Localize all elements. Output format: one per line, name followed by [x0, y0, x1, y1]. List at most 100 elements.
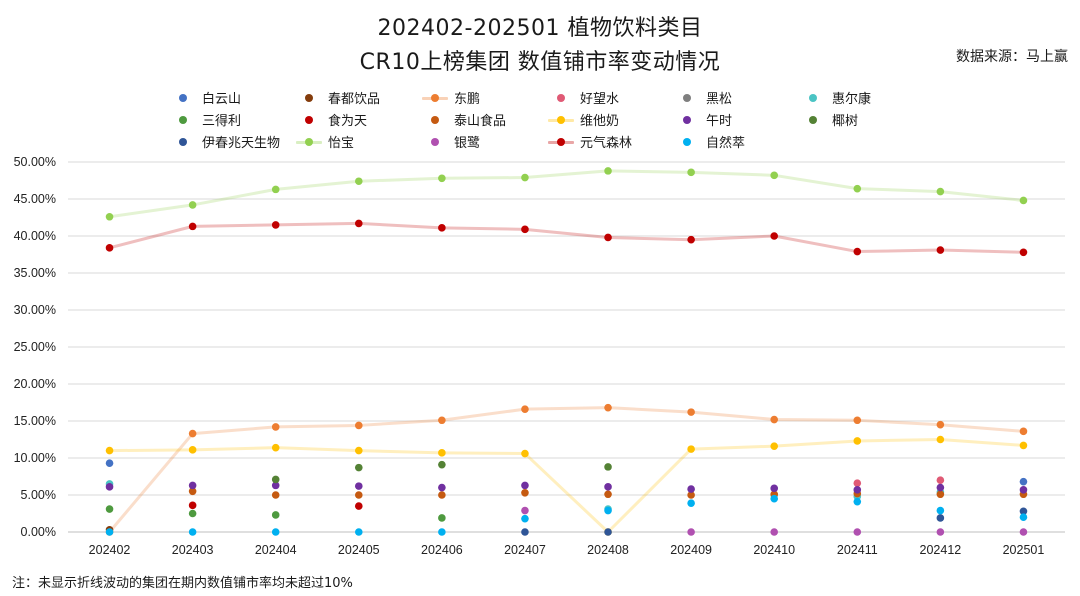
legend-marker [800, 114, 826, 126]
legend-marker [674, 92, 700, 104]
legend-marker [170, 136, 196, 148]
data-point [521, 449, 529, 458]
legend-dot [305, 93, 313, 102]
data-point [354, 502, 363, 510]
series-line [109, 438, 1024, 534]
y-tick-label: 45.00% [14, 192, 56, 206]
data-point [521, 225, 529, 234]
legend-label: 自然萃 [706, 136, 746, 151]
data-point [936, 528, 945, 536]
data-point [770, 442, 779, 450]
data-point [188, 528, 197, 536]
data-point [521, 488, 529, 497]
data-point [1019, 441, 1028, 450]
data-point [604, 403, 612, 412]
data-point [936, 490, 945, 499]
x-tick-label: 202402 [89, 543, 131, 557]
legend-marker [296, 114, 322, 126]
y-tick-label: 5.00% [21, 488, 56, 502]
data-point [770, 232, 779, 240]
legend-item: 惠尔康 [800, 88, 871, 107]
data-point [105, 212, 114, 221]
legend-marker [296, 92, 322, 104]
legend-label: 伊春兆天生物 [202, 136, 281, 151]
legend-marker [422, 114, 448, 126]
data-point [354, 421, 363, 430]
legend-marker [422, 136, 448, 148]
data-point [770, 171, 779, 180]
footnote: 注：未显示折线波动的集团在期内数值铺市率均未超过10% [12, 576, 353, 591]
legend-label: 春都饮品 [328, 92, 381, 107]
data-point [354, 463, 363, 472]
data-point [853, 416, 862, 425]
legend-dot [179, 137, 187, 146]
legend-item: 维他奶 [548, 110, 619, 129]
legend-dot [179, 93, 187, 102]
legend-label: 元气森林 [580, 136, 633, 151]
data-point [604, 233, 612, 242]
data-point [438, 416, 446, 425]
data-point [271, 511, 280, 519]
x-tick-label: 202406 [421, 543, 463, 557]
data-point [687, 408, 695, 416]
data-point [105, 244, 114, 252]
legend-item: 伊春兆天生物 [170, 132, 280, 151]
data-point [770, 494, 779, 503]
data-point [853, 497, 862, 506]
data-point [188, 487, 197, 496]
legend-label: 黑松 [706, 92, 733, 107]
series-line [108, 406, 1024, 533]
y-tick-label: 40.00% [14, 229, 56, 243]
data-point [853, 184, 862, 193]
legend-label: 维他奶 [580, 114, 620, 129]
chart-title-line1: 202402-202501 植物饮料类目 [377, 16, 703, 41]
x-tick-label: 202404 [255, 543, 297, 557]
legend-item: 元气森林 [548, 132, 632, 151]
data-point [687, 445, 695, 453]
data-point [271, 481, 280, 490]
x-tick-label: 202501 [1003, 543, 1045, 557]
data-point [105, 505, 114, 513]
legend-marker [548, 114, 574, 126]
data-point [271, 491, 280, 499]
legend-dot [557, 137, 565, 146]
x-tick-label: 202408 [587, 543, 629, 557]
x-tick-label: 202403 [172, 543, 214, 557]
data-point [936, 246, 945, 254]
legend-dot [305, 115, 313, 124]
legend-item: 黑松 [674, 88, 732, 107]
data-point [521, 528, 529, 536]
y-tick-label: 0.00% [21, 525, 56, 539]
legend-label: 好望水 [580, 92, 620, 107]
legend-item: 泰山食品 [422, 110, 506, 129]
y-tick-label: 35.00% [14, 266, 56, 280]
legend-dot [683, 137, 691, 146]
legend-label: 银鹭 [454, 136, 481, 151]
data-point [687, 485, 695, 493]
data-point [1019, 513, 1028, 521]
legend-dot [431, 137, 439, 146]
legend-item: 白云山 [170, 88, 241, 107]
data-point [853, 437, 862, 445]
data-point [438, 483, 446, 492]
series-line [109, 169, 1024, 219]
data-point [105, 483, 114, 491]
data-point [271, 475, 280, 484]
data-point [936, 420, 945, 429]
data-point [521, 481, 529, 490]
y-tick-label: 10.00% [14, 451, 56, 465]
data-point [521, 405, 529, 413]
legend-dot [557, 115, 565, 124]
x-tick-label: 202407 [504, 543, 546, 557]
data-point [438, 528, 446, 536]
data-point [438, 491, 446, 499]
y-tick-label: 20.00% [14, 377, 56, 391]
x-tick-label: 202411 [837, 543, 878, 557]
data-point [438, 514, 446, 522]
data-point [438, 174, 446, 183]
legend-dot [809, 93, 817, 102]
data-point [936, 506, 945, 515]
legend-label: 三得利 [202, 114, 242, 129]
data-point [604, 506, 612, 515]
data-point [936, 476, 945, 485]
